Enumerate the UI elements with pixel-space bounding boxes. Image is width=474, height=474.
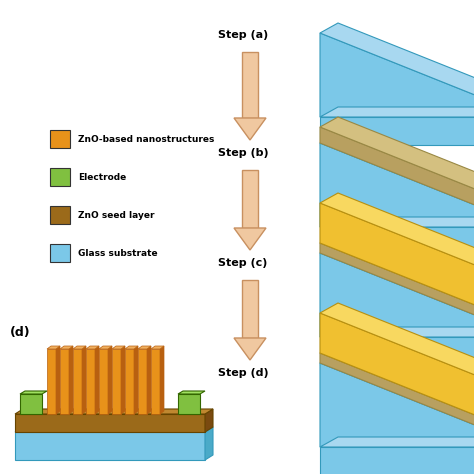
Polygon shape bbox=[125, 349, 134, 414]
Polygon shape bbox=[320, 363, 474, 447]
Text: ZnO-based nanostructures: ZnO-based nanostructures bbox=[78, 135, 214, 144]
Polygon shape bbox=[320, 447, 474, 474]
Polygon shape bbox=[20, 391, 47, 394]
Polygon shape bbox=[99, 346, 112, 349]
Polygon shape bbox=[320, 233, 474, 327]
Polygon shape bbox=[60, 346, 73, 349]
Polygon shape bbox=[320, 253, 474, 337]
FancyBboxPatch shape bbox=[50, 168, 70, 186]
Text: Electrode: Electrode bbox=[78, 173, 126, 182]
Polygon shape bbox=[108, 346, 112, 414]
Polygon shape bbox=[56, 346, 60, 414]
Polygon shape bbox=[320, 437, 474, 447]
Polygon shape bbox=[320, 353, 474, 447]
Polygon shape bbox=[320, 117, 474, 211]
Polygon shape bbox=[160, 346, 164, 414]
Polygon shape bbox=[205, 409, 213, 432]
Text: Step (b): Step (b) bbox=[218, 148, 269, 158]
Polygon shape bbox=[95, 346, 99, 414]
Polygon shape bbox=[138, 346, 151, 349]
Polygon shape bbox=[178, 394, 200, 414]
Polygon shape bbox=[82, 346, 86, 414]
Polygon shape bbox=[320, 203, 474, 327]
Polygon shape bbox=[242, 52, 258, 118]
Text: Glass substrate: Glass substrate bbox=[78, 248, 158, 257]
Polygon shape bbox=[15, 409, 213, 414]
Polygon shape bbox=[15, 427, 213, 432]
Text: (d): (d) bbox=[10, 326, 31, 339]
FancyBboxPatch shape bbox=[50, 244, 70, 262]
Polygon shape bbox=[234, 228, 266, 250]
Polygon shape bbox=[320, 337, 474, 365]
Polygon shape bbox=[320, 23, 474, 117]
Polygon shape bbox=[242, 280, 258, 338]
Polygon shape bbox=[47, 346, 60, 349]
Polygon shape bbox=[234, 338, 266, 360]
Polygon shape bbox=[320, 143, 474, 227]
Polygon shape bbox=[86, 346, 99, 349]
Polygon shape bbox=[320, 353, 474, 447]
Polygon shape bbox=[320, 107, 474, 117]
Polygon shape bbox=[99, 349, 108, 414]
Polygon shape bbox=[320, 193, 474, 287]
Polygon shape bbox=[73, 349, 82, 414]
Text: ZnO seed layer: ZnO seed layer bbox=[78, 210, 155, 219]
Text: Step (d): Step (d) bbox=[218, 368, 269, 378]
Polygon shape bbox=[47, 349, 56, 414]
Polygon shape bbox=[178, 391, 205, 394]
Polygon shape bbox=[320, 127, 474, 227]
Polygon shape bbox=[320, 217, 474, 227]
Polygon shape bbox=[121, 346, 125, 414]
Polygon shape bbox=[151, 349, 160, 414]
Polygon shape bbox=[138, 349, 147, 414]
Polygon shape bbox=[112, 346, 125, 349]
Polygon shape bbox=[151, 346, 164, 349]
Polygon shape bbox=[73, 346, 86, 349]
Polygon shape bbox=[147, 346, 151, 414]
FancyBboxPatch shape bbox=[50, 130, 70, 148]
FancyBboxPatch shape bbox=[50, 206, 70, 224]
Polygon shape bbox=[86, 349, 95, 414]
Polygon shape bbox=[242, 170, 258, 228]
Polygon shape bbox=[320, 303, 474, 397]
Polygon shape bbox=[320, 243, 474, 337]
Polygon shape bbox=[15, 414, 205, 432]
Polygon shape bbox=[134, 346, 138, 414]
Polygon shape bbox=[320, 327, 474, 337]
Polygon shape bbox=[320, 133, 474, 227]
Polygon shape bbox=[234, 118, 266, 140]
Text: Step (c): Step (c) bbox=[218, 258, 267, 268]
Polygon shape bbox=[112, 349, 121, 414]
Polygon shape bbox=[320, 243, 474, 337]
Polygon shape bbox=[205, 427, 213, 460]
Polygon shape bbox=[20, 394, 42, 414]
Polygon shape bbox=[320, 343, 474, 437]
Polygon shape bbox=[125, 346, 138, 349]
Polygon shape bbox=[320, 33, 474, 117]
Polygon shape bbox=[320, 313, 474, 437]
Polygon shape bbox=[320, 227, 474, 255]
Polygon shape bbox=[320, 117, 474, 145]
Polygon shape bbox=[69, 346, 73, 414]
Polygon shape bbox=[15, 432, 205, 460]
Polygon shape bbox=[60, 349, 69, 414]
Text: Step (a): Step (a) bbox=[218, 30, 268, 40]
